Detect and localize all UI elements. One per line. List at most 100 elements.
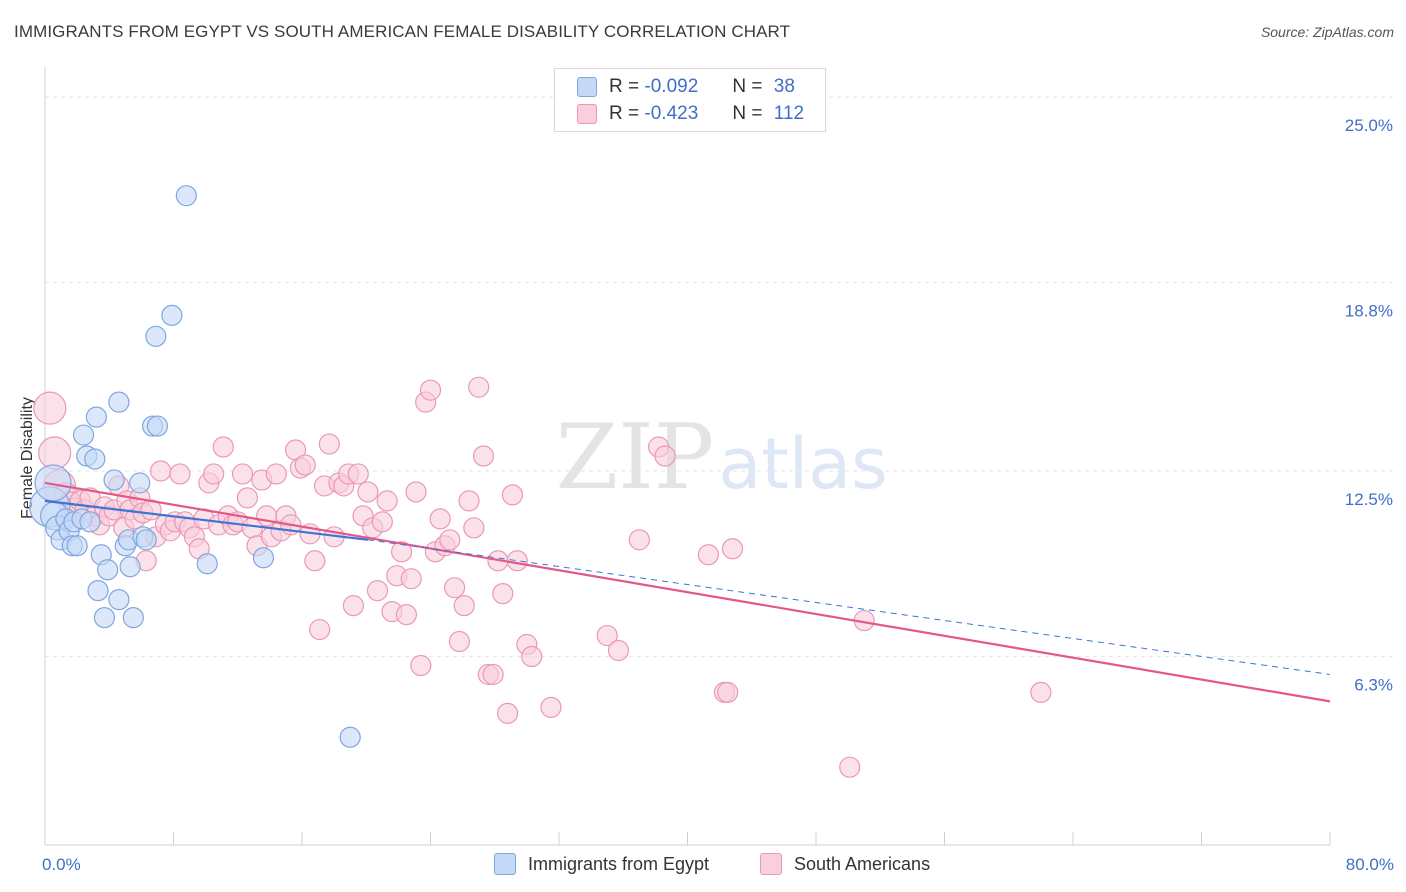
south-americans-point [236,487,258,509]
south-americans-trendline [44,481,1331,703]
egypt-point [93,606,116,629]
south-americans-point [521,645,543,668]
south-americans-point [342,595,364,617]
south-americans-point [468,376,490,398]
egypt-point [34,464,72,502]
legend-r-value: -0.423 [644,103,699,124]
south-americans-point [212,436,234,458]
south-americans-point [38,436,72,470]
south-americans-point [410,654,432,677]
chart-title: IMMIGRANTS FROM EGYPT VS SOUTH AMERICAN … [14,22,791,41]
south-americans-point [357,481,379,503]
egypt-point [79,511,101,533]
egypt-point [72,424,95,446]
stats-legend: R = -0.092 N = 38 R = -0.423 N = 112 [554,68,826,132]
egypt-point [103,469,125,491]
south-americans-point [294,454,316,476]
south-americans-point [231,463,254,485]
legend-r-label: R = [609,76,640,97]
south-americans-point [472,445,495,467]
south-americans-point [501,484,524,506]
south-americans-point [721,538,744,560]
south-americans-point [33,391,67,425]
legend-r-label: R = [609,103,640,124]
south-americans-point [347,463,369,485]
egypt-trendline [44,499,368,541]
south-americans-point [463,517,485,539]
south-americans-point [265,463,287,485]
legend-n-label: N = [732,76,763,97]
egypt-point [84,448,106,470]
series-name-egypt: Immigrants from Egypt [528,853,710,874]
south-americans-point [492,583,514,605]
egypt-point [145,325,167,347]
egypt-point [108,589,130,611]
south-americans-point [596,624,618,647]
south-americans-point [405,481,427,503]
egypt-trendline-extension [367,539,1331,675]
series-swatch-south-americans [760,853,782,875]
x-tick-label-max: 80.0% [1346,855,1394,874]
south-americans-point [169,463,191,485]
south-americans-point [453,595,475,617]
x-tick-label-min: 0.0% [42,855,81,874]
egypt-point [146,415,169,437]
south-americans-point [458,490,480,512]
south-americans-point [309,618,331,641]
egypt-point [339,726,361,748]
egypt-point [135,529,157,551]
egypt-point [129,472,151,494]
south-americans-point [371,511,393,533]
south-americans-point [395,603,418,626]
legend-row-south-americans: R = -0.423 N = 112 [577,103,804,125]
egypt-point [161,304,183,326]
series-legend-south-americans: South Americans [760,851,930,877]
egypt-point [97,559,119,581]
south-americans-point [628,529,650,551]
watermark: ZIP atlas [556,405,888,510]
south-americans-point [1030,681,1052,703]
egypt-point [122,606,144,629]
egypt-point [66,535,88,557]
egypt-point [87,580,109,602]
south-americans-point [506,550,528,572]
legend-swatch-south-americans [577,104,597,124]
y-tick-label: 12.5% [1345,490,1393,509]
south-americans-point [443,577,466,599]
egypt-point [119,556,141,578]
south-americans-point [304,550,326,572]
south-americans-point [540,696,562,718]
series-swatch-egypt [494,853,516,875]
south-americans-point [439,529,461,551]
egypt-point [85,406,108,428]
legend-n-label: N = [732,103,763,124]
south-americans-point [717,681,739,703]
watermark-atlas: atlas [718,423,887,505]
legend-r-value: -0.092 [644,76,699,97]
south-americans-point [419,379,442,401]
south-americans-point [448,630,471,653]
south-americans-point [400,568,422,590]
series-name-south-americans: South Americans [794,853,931,874]
south-americans-point [203,463,225,485]
south-americans-point [150,460,172,482]
egypt-point [175,185,197,207]
legend-row-egypt: R = -0.092 N = 38 [577,76,795,98]
south-americans-point [839,756,861,778]
watermark-zip: ZIP [556,405,715,510]
south-americans-point [318,433,340,455]
egypt-point [196,553,218,575]
south-americans-point [376,490,398,512]
y-tick-label: 25.0% [1345,116,1393,135]
legend-swatch-egypt [577,77,597,97]
south-americans-point [482,663,504,686]
south-americans-point [497,702,519,724]
south-americans-point [366,580,389,602]
y-tick-label: 6.3% [1354,675,1393,694]
y-tick-label: 18.8% [1345,301,1393,320]
egypt-point [252,547,275,569]
south-americans-point [429,508,451,530]
south-americans-point [607,639,630,662]
south-americans-point [697,544,719,566]
